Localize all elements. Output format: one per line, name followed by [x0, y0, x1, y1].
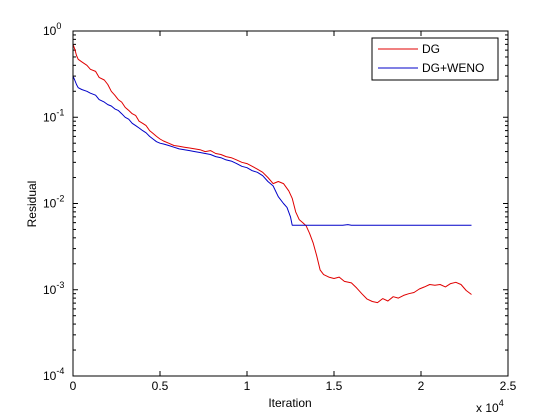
y-tick-base: 10 [43, 110, 57, 124]
x-tick-label: 2 [418, 379, 425, 393]
y-tick-label: 10-2 [43, 194, 64, 211]
series-lines [72, 44, 472, 304]
y-tick-exponent: -1 [56, 107, 64, 117]
x-tick-label: 0 [70, 379, 77, 393]
legend-label-dg-weno: DG+WENO [422, 61, 484, 75]
y-tick-exponent: -2 [56, 194, 64, 204]
legend-box [371, 37, 499, 81]
y-tick-base: 10 [43, 369, 57, 383]
x-tick-label: 1 [244, 379, 251, 393]
x-tick-label: 2.5 [500, 379, 517, 393]
y-tick-label: 10-1 [43, 107, 64, 124]
x-tick-label: 0.5 [152, 379, 169, 393]
series-line-dg-weno [72, 75, 472, 226]
y-tick-label: 10-3 [43, 280, 64, 297]
y-tick-exponent: -4 [56, 366, 64, 376]
series-line-dg [72, 44, 472, 304]
plot-frame [72, 30, 509, 377]
y-tick-label: 100 [43, 21, 61, 38]
x-multiplier-base: x 10 [476, 401, 499, 415]
legend: DG DG+WENO [371, 37, 499, 81]
x-multiplier: x 104 [476, 398, 504, 415]
legend-label-dg: DG [422, 42, 440, 56]
plot-area [73, 31, 508, 376]
y-tick-exponent: 0 [56, 21, 61, 31]
y-tick-exponent: -3 [56, 280, 64, 290]
y-tick-base: 10 [43, 283, 57, 297]
y-axis-label: Residual [25, 181, 39, 228]
y-tick-label: 10-4 [43, 366, 64, 383]
y-tick-base: 10 [43, 197, 57, 211]
x-axis-label: Iteration [268, 396, 311, 410]
y-tick-base: 10 [43, 24, 57, 38]
x-multiplier-exponent: 4 [499, 398, 504, 408]
x-tick-label: 1.5 [326, 379, 343, 393]
